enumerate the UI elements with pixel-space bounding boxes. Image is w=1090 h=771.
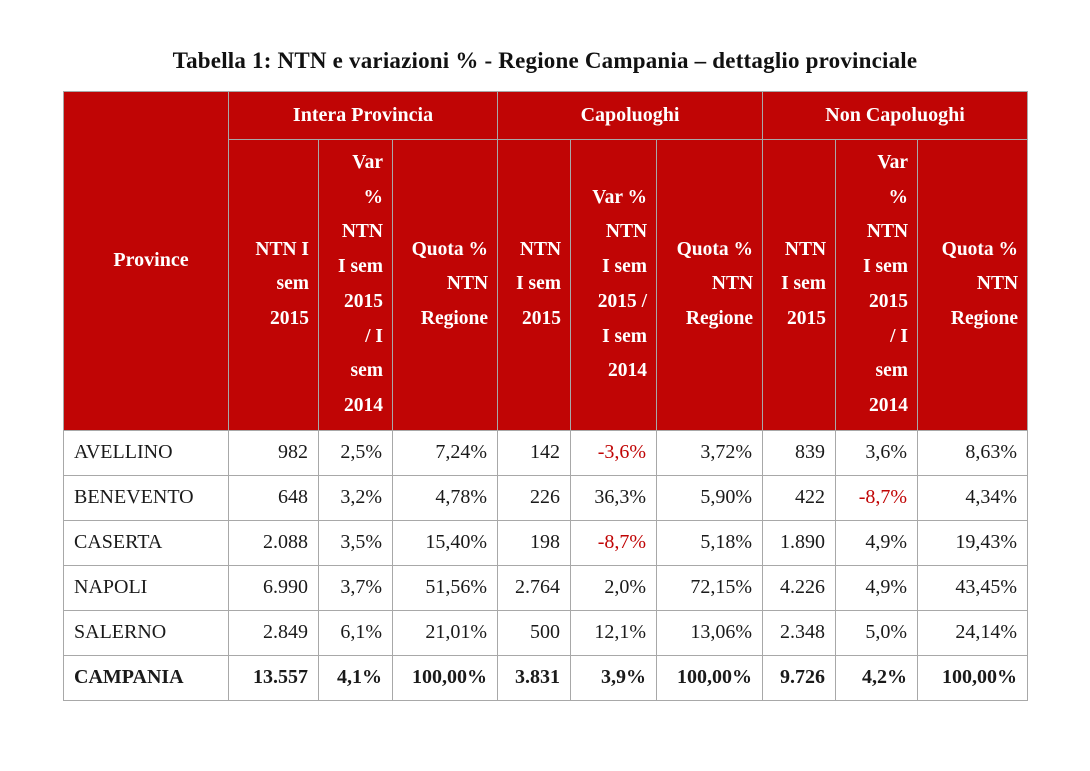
table-cell: 226 <box>497 474 572 521</box>
table-cell: -8,7% <box>570 519 658 566</box>
table-cell: 198 <box>497 519 572 566</box>
table-cell: 500 <box>497 609 572 656</box>
group-header-non-capoluoghi: Non Capoluoghi <box>762 91 1029 140</box>
table-cell: 2.348 <box>762 609 837 656</box>
table-cell: 13.557 <box>228 654 319 701</box>
table-cell: 3,6% <box>835 429 919 476</box>
table-cell: 839 <box>762 429 837 476</box>
col-header-capoluoghi-ntn: NTN I sem 2015 <box>497 139 572 431</box>
table-row-salerno: SALERNO 2.849 6,1% 21,01% 500 12,1% 13,0… <box>63 609 1029 656</box>
table-cell: 4,9% <box>835 519 919 566</box>
table-cell: 100,00% <box>917 654 1029 701</box>
group-header-intera-provincia: Intera Provincia <box>227 91 499 140</box>
table-cell: 1.890 <box>762 519 837 566</box>
column-header-row: NTN I sem 2015 Var % NTN I sem 2015 / I … <box>64 139 1029 431</box>
table-cell: 2.849 <box>228 609 319 656</box>
table-cell: 9.726 <box>762 654 837 701</box>
table-cell: 3,9% <box>570 654 658 701</box>
col-header-noncap-ntn: NTN I sem 2015 <box>762 139 837 431</box>
table-cell: 36,3% <box>570 474 658 521</box>
table-cell: 3.831 <box>497 654 572 701</box>
table-cell: 982 <box>228 429 319 476</box>
table-row-campania-total: CAMPANIA 13.557 4,1% 100,00% 3.831 3,9% … <box>63 654 1029 701</box>
table-cell: 4,9% <box>835 564 919 611</box>
col-header-noncap-var: Var % NTN I sem 2015 / I sem 2014 <box>835 139 919 431</box>
table-cell: 43,45% <box>917 564 1029 611</box>
table-cell: 3,5% <box>318 519 393 566</box>
table-cell: -3,6% <box>570 429 658 476</box>
table-cell: 2,0% <box>570 564 658 611</box>
group-header-row: Province Intera Provincia Capoluoghi Non… <box>63 91 1029 431</box>
table-cell: 24,14% <box>917 609 1029 656</box>
table-cell: 2,5% <box>318 429 393 476</box>
province-cell: BENEVENTO <box>63 474 229 521</box>
table-cell: 4,78% <box>391 474 499 521</box>
table-row-caserta: CASERTA 2.088 3,5% 15,40% 198 -8,7% 5,18… <box>63 519 1029 566</box>
table-body: AVELLINO 982 2,5% 7,24% 142 -3,6% 3,72% … <box>63 429 1029 701</box>
table-cell: 15,40% <box>391 519 499 566</box>
table-cell: 5,90% <box>656 474 764 521</box>
province-cell: CASERTA <box>63 519 229 566</box>
col-header-noncap-quota: Quota % NTN Regione <box>917 139 1029 431</box>
group-header-capoluoghi: Capoluoghi <box>497 91 764 140</box>
table-cell: 13,06% <box>656 609 764 656</box>
table-cell: 3,7% <box>318 564 393 611</box>
col-header-intera-ntn: NTN I sem 2015 <box>228 139 319 431</box>
province-column-header: Province <box>63 91 229 431</box>
table-row-benevento: BENEVENTO 648 3,2% 4,78% 226 36,3% 5,90%… <box>63 474 1029 521</box>
table-cell: 2.088 <box>228 519 319 566</box>
table-cell: 21,01% <box>391 609 499 656</box>
table-cell: 6,1% <box>318 609 393 656</box>
table-cell: 5,18% <box>656 519 764 566</box>
table-cell: 142 <box>497 429 572 476</box>
table-cell: 422 <box>762 474 837 521</box>
col-header-capoluoghi-var: Var % NTN I sem 2015 / I sem 2014 <box>570 139 658 431</box>
table-cell: 4,2% <box>835 654 919 701</box>
table-cell: 100,00% <box>391 654 499 701</box>
table-cell: 72,15% <box>656 564 764 611</box>
col-header-intera-quota: Quota % NTN Regione <box>391 139 499 431</box>
table-cell: 8,63% <box>917 429 1029 476</box>
table-cell: 3,72% <box>656 429 764 476</box>
table-row-napoli: NAPOLI 6.990 3,7% 51,56% 2.764 2,0% 72,1… <box>63 564 1029 611</box>
table-cell: 2.764 <box>497 564 572 611</box>
table-cell: 5,0% <box>835 609 919 656</box>
table-cell: 7,24% <box>391 429 499 476</box>
province-cell: CAMPANIA <box>63 654 229 701</box>
table-cell: 19,43% <box>917 519 1029 566</box>
table-cell: 3,2% <box>318 474 393 521</box>
table-title: Tabella 1: NTN e variazioni % - Regione … <box>172 48 918 73</box>
province-cell: NAPOLI <box>63 564 229 611</box>
table-cell: 4.226 <box>762 564 837 611</box>
table-cell: 6.990 <box>228 564 319 611</box>
ntn-campania-table: Province Intera Provincia Capoluoghi Non… <box>63 91 1029 701</box>
province-cell: AVELLINO <box>63 429 229 476</box>
table-cell: 51,56% <box>391 564 499 611</box>
table-header: Province Intera Provincia Capoluoghi Non… <box>63 91 1029 431</box>
col-header-capoluoghi-quota: Quota % NTN Regione <box>656 139 764 431</box>
table-cell: -8,7% <box>835 474 919 521</box>
table-cell: 12,1% <box>570 609 658 656</box>
table-cell: 648 <box>228 474 319 521</box>
table-row-avellino: AVELLINO 982 2,5% 7,24% 142 -3,6% 3,72% … <box>63 429 1029 476</box>
table-cell: 4,1% <box>318 654 393 701</box>
table-cell: 100,00% <box>656 654 764 701</box>
table-cell: 4,34% <box>917 474 1029 521</box>
col-header-intera-var: Var % NTN I sem 2015 / I sem 2014 <box>318 139 393 431</box>
province-cell: SALERNO <box>63 609 229 656</box>
